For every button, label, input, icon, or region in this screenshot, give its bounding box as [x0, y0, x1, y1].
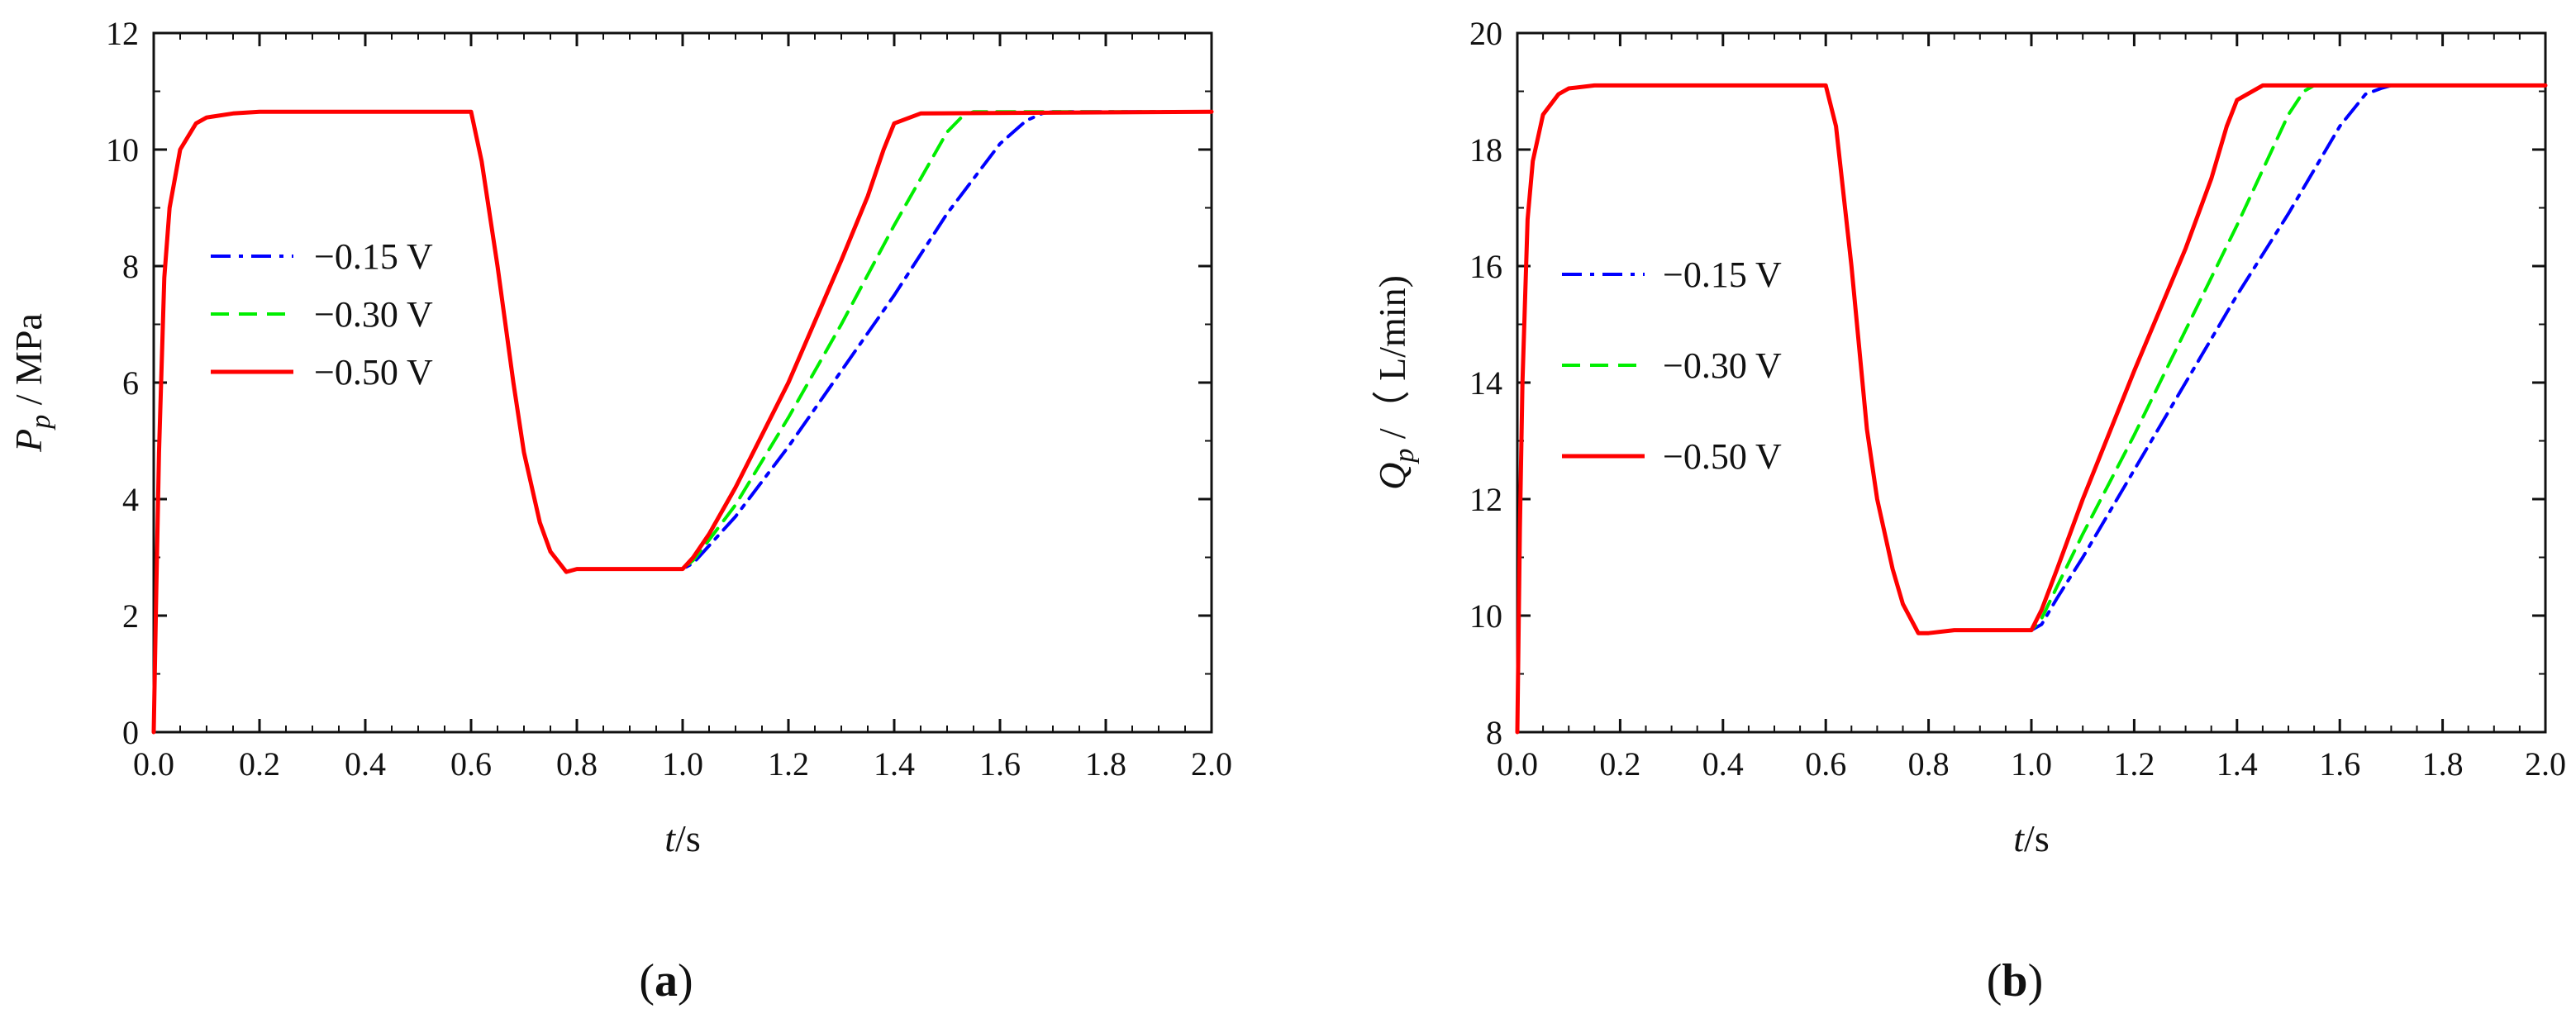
panel-b-y-tick-label: 8	[1486, 714, 1502, 751]
panel-a: 0.0 0.2 0.4 0.6 0.8 1.0 1.2 1.4 1.6 1.8 2.0 0 2 4 6 8 10…	[7, 15, 1232, 1006]
panel-a-x-tick-label: 1.0	[662, 745, 703, 783]
panel-a-x-tick-label: 2.0	[1191, 745, 1232, 783]
panel-a-x-tick-label: 1.6	[979, 745, 1021, 783]
panel-b-series-line-3	[1515, 83, 2548, 735]
panel-b-x-tick-label: 0.4	[1702, 745, 1744, 783]
panel-b-caption: (b)	[1987, 955, 2043, 1006]
panel-a-x-tick-label: 0.4	[345, 745, 386, 783]
panel-b-legend-label-2: −0.30 V	[1663, 345, 1782, 386]
panel-a-series-line-3	[151, 109, 1214, 735]
panel-a-y-axis-label: Pp / MPa	[7, 313, 56, 453]
panel-a-y-tick-label: 8	[122, 248, 139, 285]
panel-a-x-tick-label: 1.8	[1085, 745, 1126, 783]
panel-b-series-line-1	[1516, 83, 2547, 734]
panel-b-x-axis-label: t/s	[2013, 817, 2049, 859]
panel-b-y-tick-label: 14	[1469, 364, 1502, 402]
panel-a-y-tick-label: 6	[122, 364, 139, 402]
panel-b-x-tick-label: 1.8	[2422, 745, 2464, 783]
panel-b-y-axis-label: Qp /（ L/min)	[1371, 275, 1420, 490]
panel-a-x-tick-label: 0.8	[556, 745, 598, 783]
panel-b-x-tick-label: 2.0	[2525, 745, 2566, 783]
panel-a-x-tick-label: 0.2	[239, 745, 280, 783]
panel-a-x-tick-label: 0.6	[450, 745, 492, 783]
panel-b-series-line-2	[1516, 83, 2547, 734]
panel-a-plot-frame	[152, 31, 1213, 734]
panel-a-legend-label-2: −0.30 V	[314, 294, 433, 335]
panel-b-x-tick-label: 0.2	[1599, 745, 1640, 783]
panel-a-y-tick-label: 0	[122, 714, 139, 751]
panel-b-legend-label-3: −0.50 V	[1663, 436, 1782, 477]
panel-b-y-tick-label: 18	[1469, 131, 1502, 169]
panel-a-y-tick-label: 4	[122, 481, 139, 518]
panel-a-x-tick-label: 0.0	[133, 745, 174, 783]
panel-a-legend-label-3: −0.50 V	[314, 352, 433, 393]
panel-b-x-tick-label: 1.0	[2011, 745, 2052, 783]
panel-a-x-tick-label: 1.4	[874, 745, 915, 783]
panel-b: 0.0 0.2 0.4 0.6 0.8 1.0 1.2 1.4 1.6 1.8 2.0 8 10 12 14…	[1371, 15, 2566, 1006]
panel-a-series-line-1	[152, 110, 1213, 734]
panel-b-x-tick-label: 0.6	[1805, 745, 1846, 783]
panel-b-y-tick-label: 20	[1469, 15, 1502, 52]
panel-b-legend-label-1: −0.15 V	[1663, 255, 1782, 295]
panel-a-x-axis-label: t/s	[664, 817, 700, 859]
panel-a-caption: (a)	[639, 955, 693, 1006]
panel-b-x-tick-label: 1.6	[2319, 745, 2360, 783]
panel-a-x-tick-label: 1.2	[768, 745, 809, 783]
panel-a-y-tick-label: 2	[122, 597, 139, 635]
panel-b-x-tick-label: 0.0	[1497, 745, 1538, 783]
panel-b-y-tick-label: 12	[1469, 481, 1502, 518]
panel-a-legend-label-1: −0.15 V	[314, 236, 433, 277]
panel-b-x-tick-label: 1.4	[2217, 745, 2258, 783]
panel-a-series-line-2	[152, 110, 1213, 734]
panel-b-y-tick-label: 16	[1469, 248, 1502, 285]
panel-b-y-tick-label: 10	[1469, 597, 1502, 635]
panel-b-x-tick-label: 1.2	[2113, 745, 2155, 783]
panel-a-y-tick-label: 12	[106, 15, 139, 52]
panel-b-x-tick-label: 0.8	[1908, 745, 1950, 783]
panel-a-y-tick-label: 10	[106, 131, 139, 169]
